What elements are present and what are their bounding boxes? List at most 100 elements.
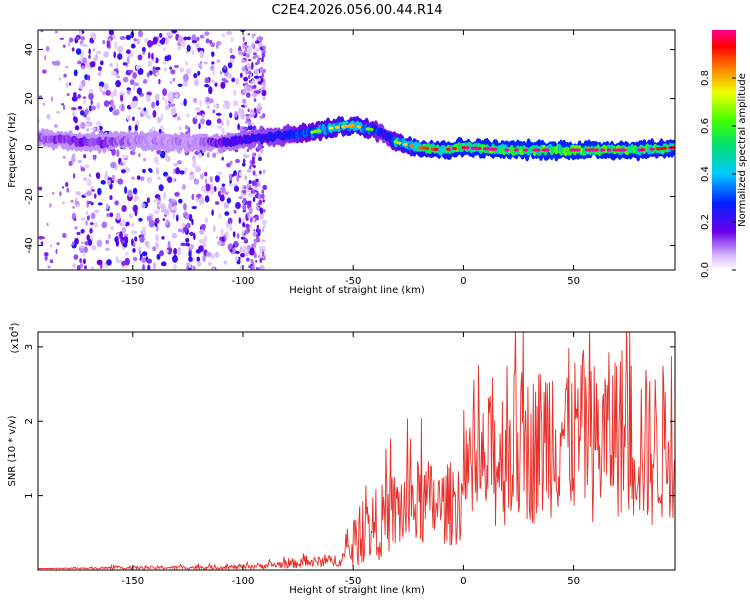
- noise-blob: [74, 200, 80, 205]
- noise-blob: [156, 253, 161, 260]
- noise-blob: [252, 196, 256, 203]
- noise-blob: [237, 107, 242, 115]
- noise-blob: [261, 89, 267, 97]
- ridge-peak: [513, 148, 519, 152]
- noise-blob: [200, 185, 207, 192]
- noise-blob: [235, 77, 239, 86]
- noise-blob: [239, 246, 243, 253]
- noise-blob: [195, 197, 199, 203]
- noise-blob: [152, 109, 157, 118]
- noise-blob: [199, 99, 202, 108]
- noise-blob: [214, 201, 220, 205]
- colorbar-gradient: [712, 30, 736, 270]
- y-tick-label: -20: [24, 188, 35, 204]
- noise-blob: [133, 82, 140, 87]
- noise-blob: [189, 244, 195, 250]
- noise-blob: [73, 116, 78, 124]
- noise-blob: [113, 51, 116, 59]
- noise-blob: [72, 263, 76, 268]
- noise-blob: [86, 116, 91, 121]
- noise-blob: [110, 99, 114, 108]
- noise-blob: [219, 71, 223, 75]
- noise-blob: [77, 159, 83, 164]
- spectrogram-y-ticks: -40 -20 0 20 40: [24, 43, 675, 254]
- noise-blob: [88, 173, 91, 178]
- noise-blob: [146, 258, 153, 264]
- ridge-peak: [600, 148, 606, 152]
- noise-blob: [120, 169, 126, 174]
- noise-blob: [251, 190, 256, 194]
- noise-blob: [262, 184, 268, 190]
- noise-blob: [67, 40, 71, 47]
- noise-blob: [238, 195, 243, 200]
- noise-blob: [150, 126, 156, 133]
- noise-blob: [199, 228, 205, 235]
- colorbar-ticks: 0.0 0.2 0.4 0.6 0.8: [700, 70, 736, 278]
- noise-blob: [91, 127, 96, 131]
- noise-blob: [130, 43, 136, 49]
- noise-blob: [155, 72, 160, 76]
- noise-blob: [173, 263, 177, 270]
- noise-blob: [44, 54, 47, 61]
- noise-blob: [261, 87, 265, 90]
- noise-blob: [130, 31, 135, 39]
- noise-blob: [77, 94, 81, 99]
- noise-blob: [70, 199, 74, 203]
- noise-blob: [139, 253, 143, 259]
- noise-blob: [259, 266, 263, 270]
- noise-blob: [221, 156, 224, 161]
- noise-blob: [151, 101, 156, 109]
- ridge-peak: [504, 148, 510, 152]
- noise-blob: [261, 72, 265, 78]
- noise-blob: [160, 203, 166, 212]
- noise-blob: [38, 235, 44, 240]
- noise-blob: [118, 104, 123, 110]
- x-tick-label: 50: [567, 576, 580, 587]
- noise-blob: [258, 157, 262, 161]
- noise-blob: [261, 50, 266, 54]
- noise-blob: [218, 190, 221, 197]
- noise-blob: [251, 180, 256, 187]
- noise-blob: [98, 81, 105, 88]
- noise-blob: [155, 100, 160, 107]
- noise-blob: [235, 158, 240, 164]
- noise-blob: [250, 217, 253, 223]
- noise-blob: [262, 169, 266, 174]
- noise-blob: [79, 110, 85, 116]
- noise-blob: [172, 162, 179, 167]
- noise-blob: [88, 238, 93, 247]
- noise-blob: [245, 70, 250, 75]
- noise-blob: [109, 195, 113, 201]
- noise-blob: [42, 69, 47, 74]
- noise-blob: [143, 107, 147, 112]
- x-tick-label: -50: [345, 276, 361, 287]
- noise-blob: [202, 255, 206, 262]
- noise-blob: [95, 120, 102, 126]
- noise-blob: [106, 259, 112, 266]
- noise-blob: [156, 149, 162, 155]
- y-tick-label: 40: [24, 43, 35, 56]
- ridge-peak: [402, 142, 408, 147]
- noise-blob: [128, 213, 133, 219]
- noise-blob: [141, 46, 146, 53]
- noise-blob: [89, 228, 93, 234]
- noise-blob: [227, 72, 233, 79]
- noise-blob: [184, 81, 189, 86]
- noise-blob: [80, 36, 85, 41]
- noise-blob: [162, 88, 168, 96]
- noise-blob: [90, 105, 96, 111]
- noise-blob: [52, 191, 55, 195]
- noise-blob: [185, 237, 190, 243]
- noise-blob: [152, 246, 157, 252]
- noise-blob: [83, 164, 90, 169]
- noise-blob: [255, 178, 259, 183]
- noise-blob: [120, 94, 124, 102]
- noise-blob: [212, 109, 216, 114]
- noise-blob: [154, 93, 160, 101]
- noise-blob: [227, 243, 233, 251]
- noise-blob: [253, 75, 260, 79]
- noise-blob: [125, 34, 132, 40]
- noise-blob: [126, 115, 131, 122]
- noise-blob: [252, 231, 257, 237]
- noise-blob: [154, 209, 158, 214]
